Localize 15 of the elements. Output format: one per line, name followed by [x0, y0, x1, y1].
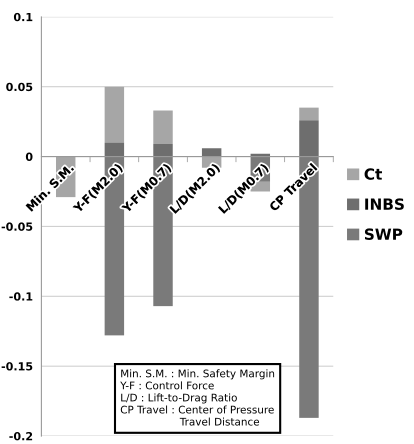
- y-tick-label: -0.15: [2, 362, 32, 371]
- bar: [153, 110, 173, 144]
- legend-label: INBS: [365, 198, 404, 210]
- y-tick-label: 0.05: [6, 82, 32, 92]
- legend-label: SWP: [364, 228, 402, 240]
- bar: [299, 108, 319, 120]
- annotation: Min. S.M. : Min. Safety Margin Y-F : Control Force L/D : Lift-to-Drag Ratio CP Travel : Center of Pressure Travel Distance: [120, 369, 274, 426]
- legend-label: Ct: [364, 168, 382, 180]
- y-tick-label: 0.1: [14, 12, 32, 22]
- bar: [104, 86, 124, 143]
- y-tick-label: 0: [26, 152, 33, 161]
- bar: [202, 148, 222, 157]
- y-tick-label: -0.05: [2, 222, 32, 231]
- y-tick-label: -0.2: [9, 432, 32, 440]
- y-tick-label: -0.1: [9, 292, 32, 301]
